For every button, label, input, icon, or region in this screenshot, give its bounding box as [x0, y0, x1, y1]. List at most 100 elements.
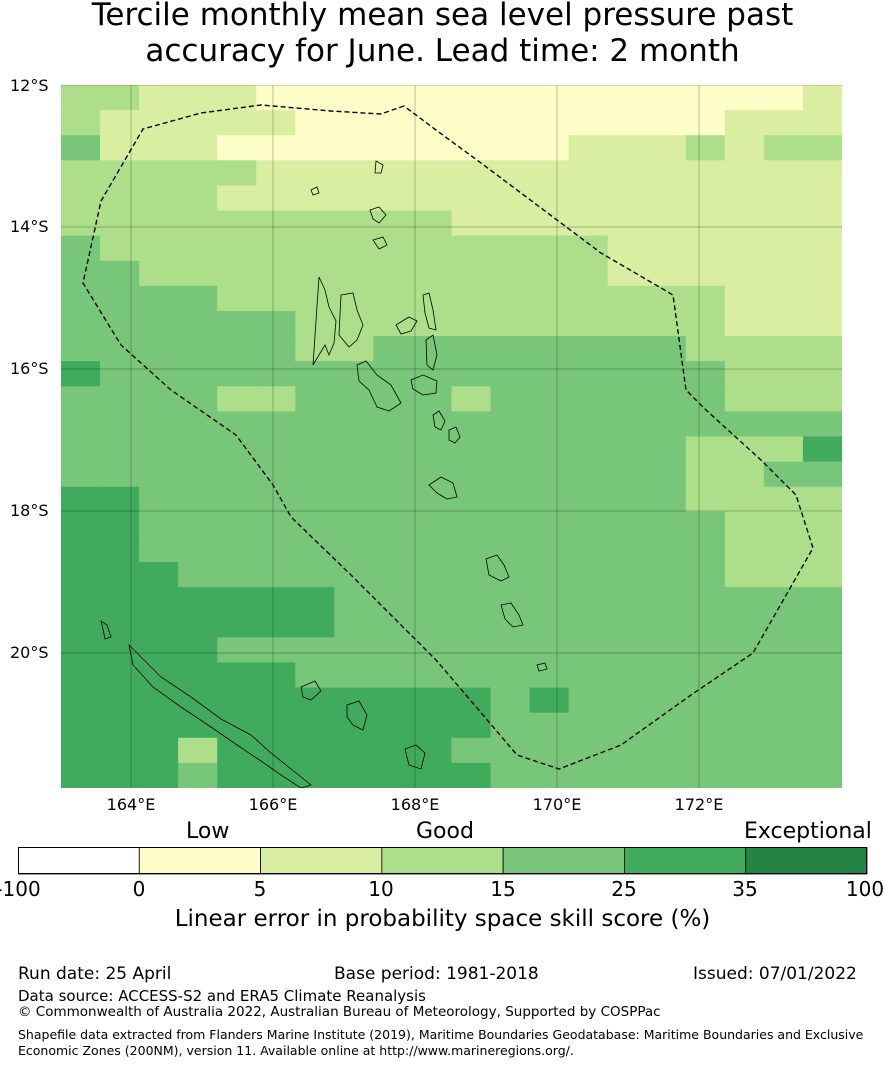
grid-cell: [100, 386, 140, 412]
colorbar-swatch: [624, 847, 747, 875]
grid-cell: [451, 361, 492, 387]
grid-cell: [256, 235, 296, 262]
grid-cell: [646, 637, 687, 664]
grid-cell: [763, 160, 804, 187]
island: [404, 744, 426, 770]
grid-cell: [646, 160, 687, 187]
grid-cell: [334, 637, 374, 664]
grid-cell: [295, 185, 335, 212]
grid-cell: [490, 436, 531, 463]
grid-cell: [568, 135, 609, 161]
grid-cell: [763, 235, 804, 262]
grid-cell: [802, 637, 842, 664]
grid-cell: [334, 110, 374, 136]
grid-cell: [295, 762, 335, 788]
grid-cell: [256, 536, 296, 563]
grid-cell: [685, 310, 726, 337]
grid-cell: [334, 160, 374, 187]
island: [536, 662, 548, 672]
grid-cell: [334, 612, 374, 638]
grid-cell: [451, 486, 492, 513]
lat-label-18s: 18°S: [10, 501, 49, 520]
grid-cell: [529, 562, 570, 588]
lon-label-172e: 172°E: [674, 795, 724, 814]
island: [395, 316, 418, 335]
grid-cell: [607, 110, 648, 136]
grid-cell: [763, 511, 804, 538]
grid-cell: [724, 85, 765, 111]
colorbar-tick: 25: [611, 877, 637, 901]
grid-cell: [490, 687, 531, 714]
grid-cell: [490, 260, 531, 287]
grid-cell: [724, 160, 765, 187]
grid-cell: [139, 135, 179, 161]
grid-cell: [295, 737, 335, 764]
grid-cell: [373, 461, 414, 488]
grid-cell: [334, 411, 374, 438]
grid-cell: [139, 260, 179, 287]
grid-cell: [724, 386, 765, 412]
grid-cell: [373, 185, 414, 212]
grid-cell: [295, 336, 335, 362]
grid-cell: [646, 486, 687, 513]
grid-cell: [763, 310, 804, 337]
grid-cell: [685, 411, 726, 438]
grid-cell: [724, 461, 765, 488]
grid-cell: [568, 687, 609, 714]
grid-cell: [490, 85, 531, 111]
grid-cell: [529, 285, 570, 312]
grid-cell: [568, 185, 609, 212]
grid-cell: [139, 562, 179, 588]
grid-cell: [568, 210, 609, 237]
island: [369, 206, 387, 224]
grid-cell: [763, 336, 804, 362]
grid-cell: [178, 160, 218, 187]
grid-cell: [802, 260, 842, 287]
grid-cell: [178, 85, 218, 111]
grid-cell: [646, 587, 687, 613]
grid-cell: [412, 511, 453, 538]
island-outlines: [100, 160, 548, 788]
grid-cell: [685, 110, 726, 136]
grid-cell: [178, 687, 218, 714]
grid-cell: [256, 587, 296, 613]
grid-cell: [490, 235, 531, 262]
grid-cell: [490, 536, 531, 563]
grid-cell: [802, 486, 842, 513]
grid-cell: [256, 762, 296, 788]
grid-cell: [178, 310, 218, 337]
grid-cell: [178, 336, 218, 362]
grid-cell: [763, 612, 804, 638]
colorbar-tick: 0: [132, 877, 146, 901]
grid-cell: [568, 486, 609, 513]
grid-cell: [490, 411, 531, 438]
grid-cell: [646, 536, 687, 563]
grid-cell: [412, 687, 453, 714]
grid-cell: [763, 260, 804, 287]
grid-cell: [100, 160, 140, 187]
grid-cell: [529, 511, 570, 538]
grid-cell: [100, 285, 140, 312]
grid-cell: [724, 235, 765, 262]
grid-cell: [373, 310, 414, 337]
lon-label-170e: 170°E: [532, 795, 582, 814]
grid-cell: [100, 762, 140, 788]
grid-cell: [178, 637, 218, 664]
grid-cell: [685, 260, 726, 287]
grid-cell: [256, 461, 296, 488]
grid-cell: [178, 185, 218, 212]
grid-cell: [256, 687, 296, 714]
grid-cell: [568, 536, 609, 563]
grid-cell: [607, 687, 648, 714]
grid-cell: [451, 712, 492, 739]
grid-cell: [139, 160, 179, 187]
grid-cell: [139, 185, 179, 212]
grid-cell: [373, 712, 414, 739]
grid-cell: [373, 85, 414, 111]
grid-cell: [451, 285, 492, 312]
grid-cell: [178, 436, 218, 463]
grid-cell: [217, 336, 257, 362]
grid-cell: [646, 85, 687, 111]
grid-cell: [178, 562, 218, 588]
grid-cell: [685, 210, 726, 237]
